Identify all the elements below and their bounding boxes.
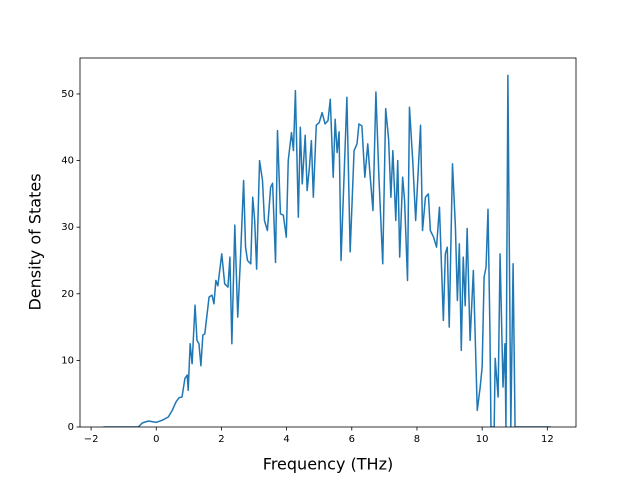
plot-frame (79, 57, 577, 428)
x-tick-label: 10 (476, 434, 489, 445)
x-axis-label: Frequency (THz) (263, 455, 393, 474)
y-tick-label: 0 (68, 422, 74, 433)
x-tick-label: −2 (84, 434, 99, 445)
x-tick-label: 0 (153, 434, 159, 445)
y-tick-label: 20 (61, 289, 74, 300)
x-tick-label: 2 (218, 434, 224, 445)
x-tick-label: 6 (349, 434, 355, 445)
x-tick-label: 12 (541, 434, 554, 445)
x-tick-label: 8 (414, 434, 420, 445)
y-tick-label: 50 (61, 89, 74, 100)
y-tick-label: 40 (61, 156, 74, 167)
y-tick-label: 30 (61, 222, 74, 233)
line-series (103, 74, 551, 427)
y-tick-label: 10 (61, 355, 74, 366)
y-axis-label: Density of States (26, 173, 45, 310)
x-tick-label: 4 (283, 434, 289, 445)
